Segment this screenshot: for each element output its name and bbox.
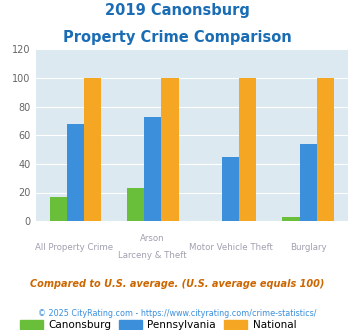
Bar [144, 117, 162, 221]
Bar [239, 78, 256, 221]
Bar [317, 78, 334, 221]
Text: 2019 Canonsburg: 2019 Canonsburg [105, 3, 250, 18]
Text: Larceny & Theft: Larceny & Theft [118, 251, 187, 260]
Text: Arson: Arson [140, 234, 165, 243]
Bar [283, 217, 300, 221]
Bar [67, 124, 84, 221]
Text: © 2025 CityRating.com - https://www.cityrating.com/crime-statistics/: © 2025 CityRating.com - https://www.city… [38, 309, 317, 317]
Legend: Canonsburg, Pennsylvania, National: Canonsburg, Pennsylvania, National [16, 315, 300, 330]
Bar [84, 78, 101, 221]
Text: Compared to U.S. average. (U.S. average equals 100): Compared to U.S. average. (U.S. average … [30, 279, 325, 289]
Bar [300, 144, 317, 221]
Bar [222, 157, 239, 221]
Bar [162, 78, 179, 221]
Text: Burglary: Burglary [290, 243, 327, 251]
Bar [127, 188, 144, 221]
Bar [50, 197, 67, 221]
Text: Motor Vehicle Theft: Motor Vehicle Theft [189, 243, 273, 251]
Text: Property Crime Comparison: Property Crime Comparison [63, 30, 292, 45]
Text: All Property Crime: All Property Crime [36, 243, 114, 251]
